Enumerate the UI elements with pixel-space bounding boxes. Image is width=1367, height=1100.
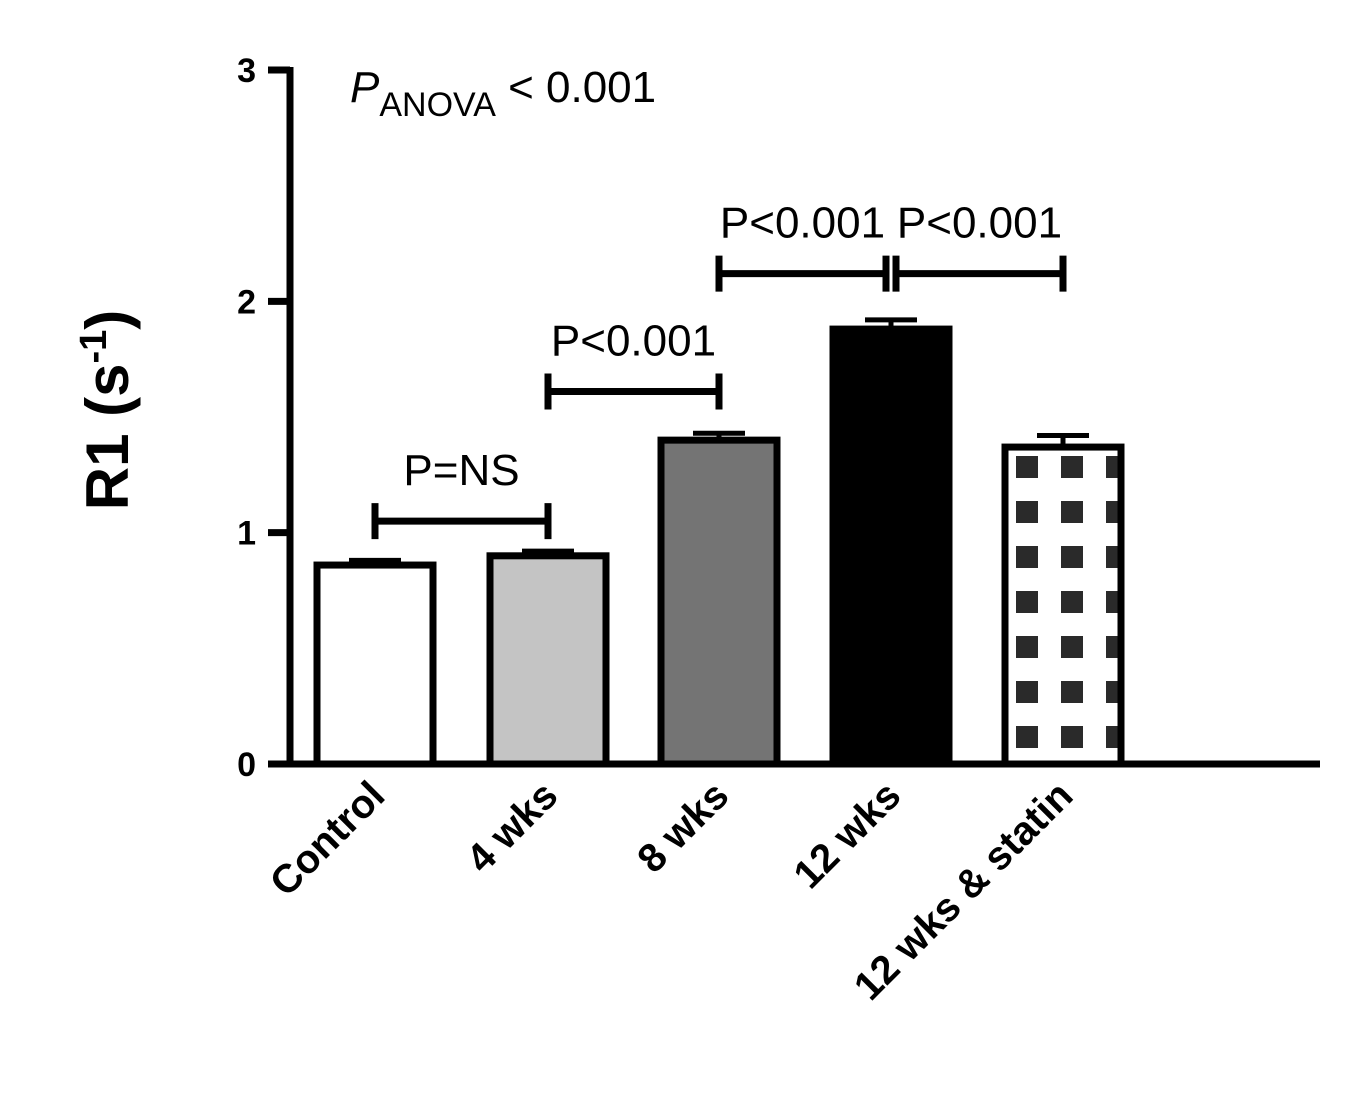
bars-layer	[313, 317, 1125, 768]
y-tick-label-3: 3	[237, 52, 256, 90]
comparison-label-2: P<0.001	[551, 317, 716, 366]
category-label-3: 8 wks	[629, 773, 737, 881]
comparison-label-1: P=NS	[403, 446, 519, 495]
comparison-label-4: P<0.001	[897, 199, 1062, 248]
y-tick-label-0: 0	[237, 746, 256, 784]
bar-5	[1001, 443, 1125, 768]
category-label-2: 4 wks	[458, 773, 566, 881]
bar-2	[486, 552, 610, 768]
axes-layer	[286, 67, 1320, 768]
anova-annotation: PANOVA < 0.001	[350, 63, 656, 124]
bar-1	[313, 561, 437, 768]
ticks-layer: 0 1 2 3	[237, 52, 290, 784]
y-tick-label-1: 1	[237, 515, 256, 553]
comparison-label-3: P<0.001	[720, 199, 885, 248]
y-tick-label-2: 2	[237, 283, 256, 321]
category-label-1: Control	[262, 773, 394, 905]
bar-4	[829, 325, 953, 768]
category-label-4: 12 wks	[785, 773, 909, 897]
bar-3	[657, 436, 781, 768]
y-axis-label: R1 (s-1)	[73, 310, 141, 511]
